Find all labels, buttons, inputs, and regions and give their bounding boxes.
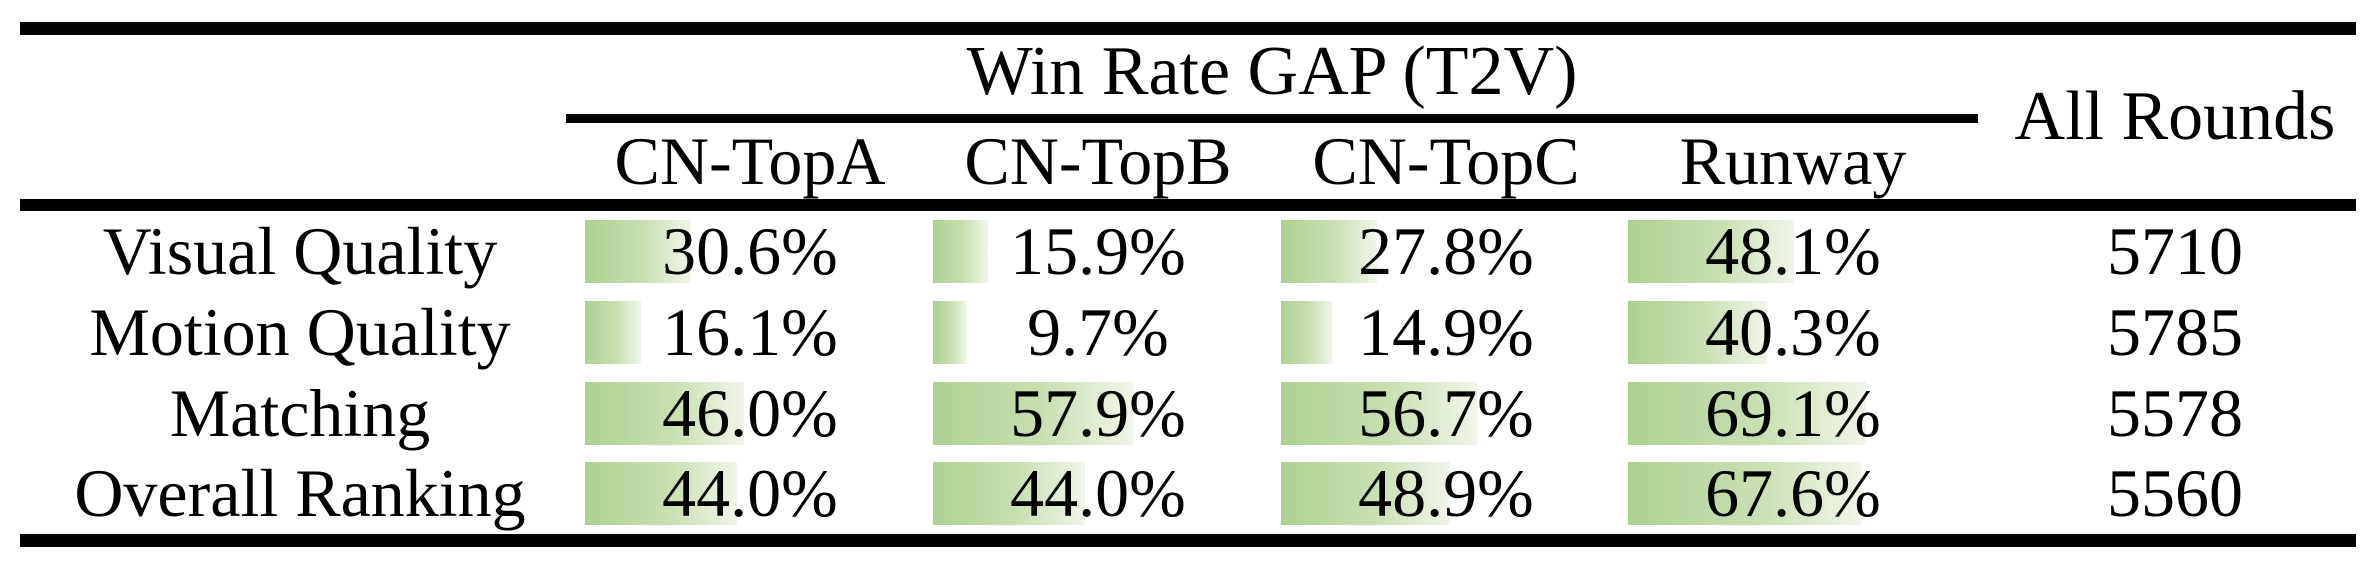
column-header-runway: Runway — [1679, 123, 1907, 199]
value-text: 69.1% — [1705, 374, 1881, 451]
value-cell: 9.7% — [933, 292, 1263, 373]
all-rounds-value: 5785 — [2107, 293, 2243, 370]
table-row: Overall Ranking 44.0% 44.0% 48.9% 67.6% 5560 — [0, 453, 2376, 534]
value-text: 30.6% — [662, 213, 838, 289]
value-text: 27.8% — [1358, 213, 1534, 289]
value-text: 9.7% — [1027, 293, 1169, 370]
data-bar — [585, 300, 641, 364]
value-text: 48.1% — [1705, 213, 1881, 289]
row-label: Motion Quality — [89, 293, 511, 370]
all-rounds-value: 5560 — [2107, 455, 2243, 532]
value-text: 44.0% — [662, 455, 838, 532]
value-cell: 56.7% — [1281, 373, 1611, 454]
value-cell: 16.1% — [585, 292, 915, 373]
value-cell: 44.0% — [933, 453, 1263, 534]
value-text: 40.3% — [1705, 293, 1881, 370]
value-cell: 27.8% — [1281, 211, 1611, 292]
value-cell: 30.6% — [585, 211, 915, 292]
data-bar — [933, 300, 967, 364]
data-bar — [933, 220, 988, 283]
value-text: 57.9% — [1010, 374, 1186, 451]
row-label: Overall Ranking — [74, 455, 526, 532]
value-cell: 67.6% — [1628, 453, 1958, 534]
table-row: Motion Quality 16.1% 9.7% 14.9% 40.3% 5785 — [0, 292, 2376, 373]
value-cell: 69.1% — [1628, 373, 1958, 454]
value-text: 67.6% — [1705, 455, 1881, 532]
data-bar — [585, 220, 691, 283]
data-bar — [933, 462, 1085, 526]
value-text: 48.9% — [1358, 455, 1534, 532]
bottom-rule — [20, 534, 2356, 547]
header-rule — [20, 199, 2356, 211]
all-rounds-value: 5578 — [2107, 374, 2243, 451]
value-cell: 14.9% — [1281, 292, 1611, 373]
value-cell: 44.0% — [585, 453, 915, 534]
value-cell: 48.1% — [1628, 211, 1958, 292]
data-bar — [1281, 381, 1477, 445]
data-bar — [1628, 462, 1862, 526]
data-bar — [1628, 300, 1767, 364]
table-row: Matching 46.0% 57.9% 56.7% 69.1% 5578 — [0, 373, 2376, 454]
data-bar — [1281, 220, 1377, 283]
data-bar — [1628, 220, 1794, 283]
data-bar — [1281, 462, 1450, 526]
value-cell: 40.3% — [1628, 292, 1958, 373]
data-bar — [585, 462, 737, 526]
group-header-win-rate-gap: Win Rate GAP (T2V) — [966, 33, 1578, 110]
value-text: 46.0% — [662, 374, 838, 451]
value-cell: 46.0% — [585, 373, 915, 454]
value-text: 15.9% — [1010, 213, 1186, 289]
data-bar — [933, 381, 1133, 445]
value-cell: 15.9% — [933, 211, 1263, 292]
column-header-cn-topa: CN-TopA — [614, 123, 886, 199]
column-header-all-rounds: All Rounds — [2014, 78, 2336, 155]
column-header-cn-topb: CN-TopB — [964, 123, 1232, 199]
table-row: Visual Quality 30.6% 15.9% 27.8% 48.1% 5710 — [0, 211, 2376, 292]
value-cell: 57.9% — [933, 373, 1263, 454]
data-bar — [1628, 381, 1867, 445]
row-label: Matching — [169, 374, 431, 451]
all-rounds-value: 5710 — [2107, 213, 2243, 289]
value-cell: 48.9% — [1281, 453, 1611, 534]
value-text: 16.1% — [662, 293, 838, 370]
data-bar — [1281, 300, 1333, 364]
value-text: 14.9% — [1358, 293, 1534, 370]
value-text: 44.0% — [1010, 455, 1186, 532]
group-header-underline — [566, 114, 1978, 123]
value-text: 56.7% — [1358, 374, 1534, 451]
column-header-cn-topc: CN-TopC — [1312, 123, 1580, 199]
data-bar — [585, 381, 744, 445]
row-label: Visual Quality — [102, 213, 498, 289]
top-rule — [20, 22, 2356, 35]
